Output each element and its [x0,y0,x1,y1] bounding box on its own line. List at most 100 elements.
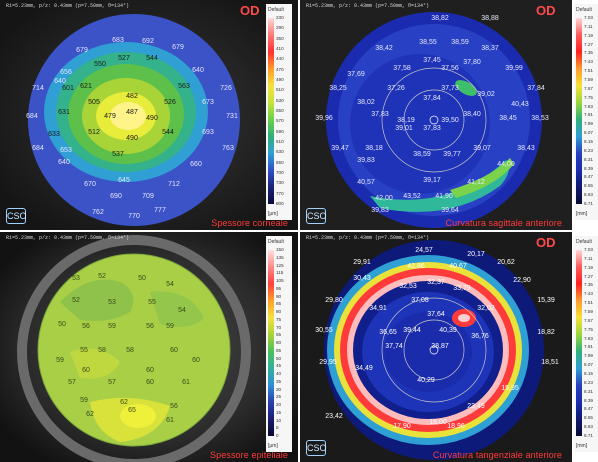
map-value: 527 [118,55,130,62]
map-value: 39,17 [423,177,441,184]
scale-label: 7.75 [584,326,593,332]
scale-label: 8.71 [584,433,593,438]
scale-label: 5 [276,425,279,431]
scale-label: 410 [276,46,284,51]
map-value: 38,59 [451,39,469,46]
scale-header: Default [576,239,592,245]
map-value: 52 [98,273,106,280]
map-value: 490 [126,135,138,142]
map-value: 38,53 [531,115,549,122]
map-value: 38,37 [481,45,499,52]
scale-label: 730 [276,180,284,186]
map-value: 29,91 [353,259,371,266]
map-value: 633 [48,131,60,138]
map-value: 34,91 [369,305,387,312]
scale-label: 630 [276,149,284,155]
map-value: 36,65 [379,329,397,336]
map-value: 39,01 [395,125,413,132]
map-value: 30,55 [315,327,333,334]
scale-label: 0 [276,433,279,438]
scale-label: 700 [276,170,284,175]
map-value: 537 [112,151,124,158]
map-value: 60 [146,379,154,386]
map-title: Curvatura tangenziale anteriore [432,450,562,460]
map-value: 37,84 [423,95,441,102]
thickness-color-scale: Default [µm] 230 290 350 410 440 470 490 510 530… [266,4,292,220]
scale-label: 530 [276,97,284,103]
map-value: 684 [26,113,38,120]
map-value: 512 [88,129,100,136]
map-value: 22,90 [513,277,531,284]
map-value: 59 [166,323,174,330]
scale-label: 20 [276,402,282,407]
map-value: 15,95 [501,385,519,392]
map-value: 712 [168,181,180,188]
scale-label: 7.43 [584,291,593,297]
tangential-color-scale: Default [mm] 7.03 7.11 7.19 7.27 7.35 7.43 7.5… [574,236,598,452]
map-value: 38,18 [365,145,383,152]
scale-label: 7.83 [584,103,593,109]
map-value: 40,29 [417,377,435,384]
scale-label: 125 [276,262,284,268]
scale-label: 470 [276,66,284,72]
map-value: 32,37 [427,279,445,286]
scale-unit: [µm] [268,211,278,217]
sagittal-curvature-values: 38,82 38,88 38,42 38,55 38,59 38,37 37,69 37,58… [315,15,549,214]
tangential-curvature-values: 24,57 20,17 29,91 42,86 40,67 20,62 30,43 32,53… [315,247,559,430]
scale-label: 7.03 [584,15,593,20]
scale-label: 150 [276,247,284,252]
map-value: 490 [146,115,158,122]
scale-unit: [µm] [268,443,278,449]
scale-label: 490 [276,77,284,82]
scale-label: 50 [276,355,282,361]
map-value: 32,02 [477,305,495,312]
map-value: 54 [178,307,186,314]
scale-label: 105 [276,278,284,283]
scale-label: 8.39 [584,165,593,171]
scale-label: 115 [276,270,284,276]
map-value: 18,82 [537,329,555,336]
scale-header: Default [576,7,592,13]
map-value: 39,64 [441,207,459,214]
scale-label: 80 [276,309,282,314]
scale-label: 510 [276,87,284,93]
scale-label: 8.07 [584,130,593,136]
map-value: 38,19 [397,117,415,124]
scale-label: 440 [276,56,284,62]
map-value: 37,26 [387,85,405,92]
map-value: 29,80 [325,297,343,304]
map-value: 58 [98,347,106,354]
map-value: 679 [172,44,184,51]
scale-header: Default [268,7,284,13]
map-value: 43,52 [403,193,421,200]
scale-label: 800 [276,201,284,206]
scale-bar [268,18,274,204]
scale-label: 55 [276,347,282,353]
scale-label: 290 [276,25,284,31]
map-value: 60 [170,347,178,354]
map-info-text: Ri=5.23mm, p/z: 0.43mm (p=7.50mm, θ=134°… [6,3,130,9]
map-value: 23,42 [325,413,343,420]
map-value: 53 [72,275,80,282]
map-value: 673 [202,99,214,106]
map-value: 37,73 [441,85,459,92]
map-value: 37,80 [463,59,481,66]
scale-label: 7.51 [584,300,593,306]
scale-bar [268,250,274,436]
map-value: 40,57 [357,179,375,186]
scale-label: 8.31 [584,156,593,162]
map-value: 37,58 [393,65,411,72]
scale-label: 8.63 [584,424,593,430]
map-value: 37,83 [423,125,441,132]
map-value: 65 [128,407,136,414]
map-value: 38,25 [329,85,347,92]
map-info-text: Ri=5.23mm, p/z: 0.43mm (p=7.50mm, θ=134°… [306,3,430,9]
map-value: 37,56 [441,65,459,72]
scale-label: 7.11 [584,255,593,261]
map-value: 39,02 [477,91,495,98]
scale-bar [576,18,582,204]
scale-header: Default [268,239,284,245]
map-value: 39,50 [441,117,459,124]
map-value: 526 [164,99,176,106]
